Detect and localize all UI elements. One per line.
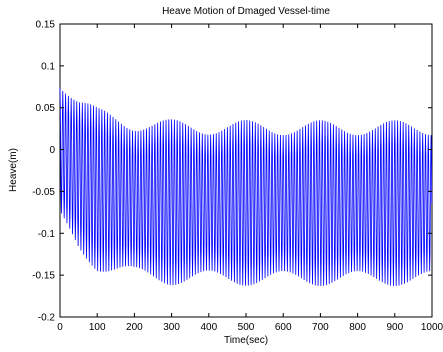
y-tick-label: 0.15	[36, 20, 56, 31]
x-axis-ticks: 0 100 200 300 400 500 600 700 800 900 1000	[57, 24, 443, 333]
y-tick-label: -0.2	[38, 313, 56, 324]
series-group	[59, 87, 433, 287]
x-tick-label: 0	[57, 322, 63, 333]
y-axis-label: Heave(m)	[8, 148, 19, 192]
x-axis-label: Time(sec)	[224, 335, 268, 346]
x-tick-label: 400	[200, 322, 217, 333]
chart-title: Heave Motion of Dmaged Vessel-time	[162, 6, 330, 17]
y-tick-label: 0.1	[41, 61, 55, 72]
y-tick-label: 0.05	[36, 103, 56, 114]
x-tick-label: 100	[89, 322, 106, 333]
y-tick-label: -0.05	[32, 187, 55, 198]
y-tick-label: 0	[49, 145, 55, 156]
x-tick-label: 200	[126, 322, 143, 333]
x-tick-label: 300	[163, 322, 180, 333]
y-tick-label: -0.1	[38, 229, 56, 240]
y-axis-ticks: -0.2 -0.15 -0.1 -0.05 0 0.05 0.1 0.15	[32, 20, 432, 324]
x-tick-label: 500	[238, 322, 255, 333]
x-tick-label: 900	[386, 322, 403, 333]
x-tick-label: 600	[275, 322, 292, 333]
x-tick-label: 1000	[421, 322, 443, 333]
series-line-heave	[59, 87, 433, 287]
x-tick-label: 700	[312, 322, 329, 333]
y-tick-label: -0.15	[32, 271, 55, 282]
x-tick-label: 800	[349, 322, 366, 333]
